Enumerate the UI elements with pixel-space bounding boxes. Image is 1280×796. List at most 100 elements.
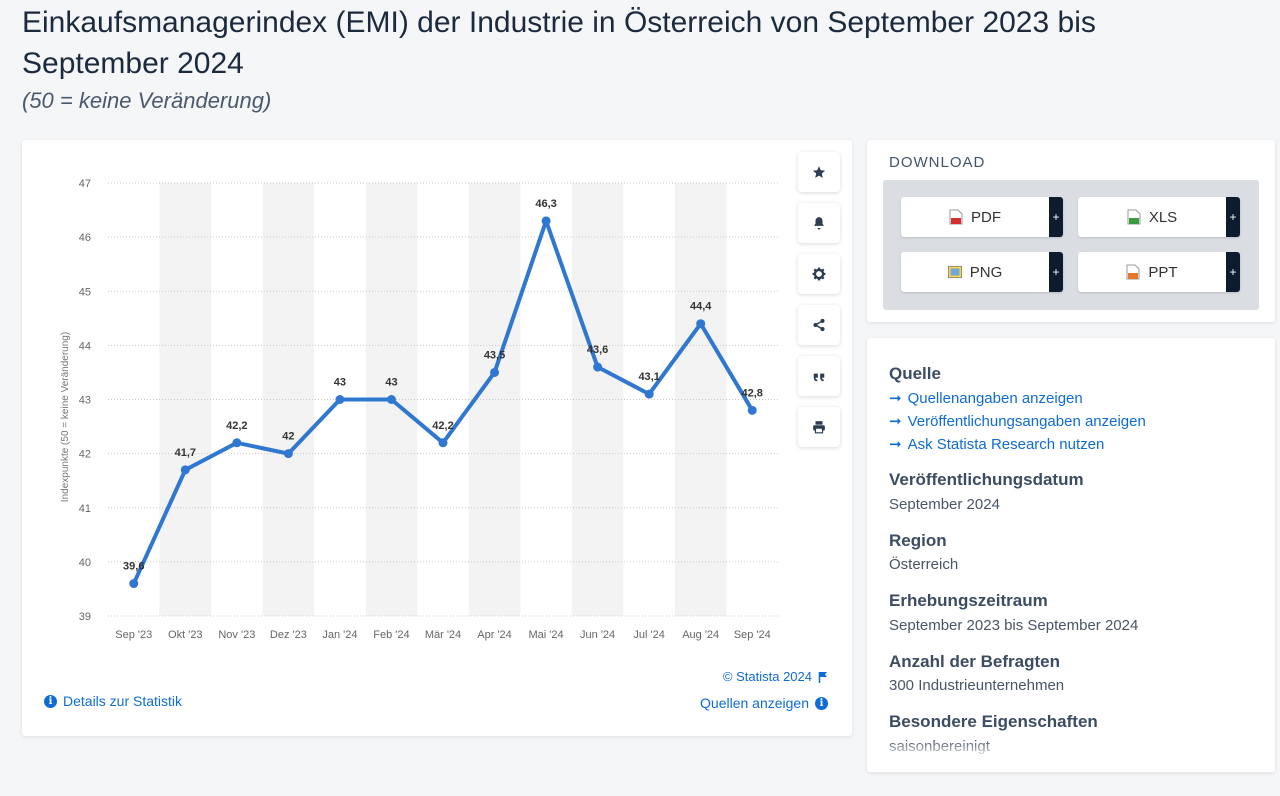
download-png-label: PNG: [969, 263, 1003, 281]
xls-file-icon: [1127, 209, 1141, 225]
download-pdf-main: PDF: [901, 197, 1049, 237]
y-tick-label: 39: [79, 611, 91, 623]
source-link-publication[interactable]: ➞ Veröffentlichungsangaben anzeigen: [889, 412, 1146, 431]
x-tick-label: Jun '24: [580, 629, 615, 641]
x-tick-label: Okt '23: [168, 629, 203, 641]
data-point[interactable]: [541, 216, 551, 226]
x-tick-label: Aug '24: [682, 629, 719, 641]
y-tick-label: 46: [79, 232, 91, 244]
source-link-label: Ask Statista Research nutzen: [907, 435, 1105, 453]
x-tick-label: Dez '23: [270, 629, 307, 641]
download-area: PDF + XLS + PNG + PPT +: [883, 180, 1259, 310]
data-label: 46,3: [535, 198, 556, 210]
download-title: DOWNLOAD: [889, 154, 986, 171]
x-tick-label: Sep '24: [734, 629, 771, 641]
respondents-value: 300 Industrieunternehmen: [889, 677, 1065, 694]
data-point[interactable]: [232, 438, 242, 448]
download-pdf-plus[interactable]: +: [1049, 197, 1063, 237]
info-icon: i: [815, 696, 828, 710]
data-label: 43,6: [587, 344, 608, 356]
x-tick-label: Mär '24: [425, 629, 461, 641]
line-chart: 39 40 41 42 43 44 45 46 47 Sep '23 Okt '23 Nov '23…: [60, 178, 778, 641]
data-label: 41,7: [175, 447, 196, 459]
gear-icon: [812, 267, 826, 281]
y-tick-label: 44: [79, 340, 91, 352]
y-tick-label: 40: [79, 557, 91, 569]
source-link-label: Quellenangaben anzeigen: [907, 389, 1083, 407]
settings-button[interactable]: [798, 254, 840, 294]
download-pdf-label: PDF: [971, 208, 1001, 226]
share-button[interactable]: [798, 305, 840, 345]
flag-icon: [818, 671, 827, 683]
period-heading: Erhebungszeitraum: [889, 591, 1048, 610]
x-tick-label: Jan '24: [322, 629, 357, 641]
download-png-button[interactable]: PNG +: [901, 252, 1063, 292]
category-band: [674, 183, 727, 616]
data-label: 43: [385, 377, 397, 389]
special-heading: Besondere Eigenschaften: [889, 712, 1098, 731]
download-xls-button[interactable]: XLS +: [1078, 197, 1240, 237]
sources-link[interactable]: Quellen anzeigen i: [700, 695, 828, 711]
image-file-icon: [947, 265, 962, 279]
pub-date-value: September 2024: [889, 496, 1000, 513]
download-xls-main: XLS: [1078, 197, 1226, 237]
source-link-citation[interactable]: ➞ Quellenangaben anzeigen: [889, 389, 1083, 408]
arrow-right-icon: ➞: [889, 413, 902, 430]
period-value: September 2023 bis September 2024: [889, 617, 1139, 634]
download-ppt-plus[interactable]: +: [1226, 252, 1240, 292]
category-band: [159, 183, 212, 616]
download-pdf-button[interactable]: PDF +: [901, 197, 1063, 237]
download-ppt-button[interactable]: PPT +: [1078, 252, 1240, 292]
sources-label: Quellen anzeigen: [700, 695, 809, 711]
print-button[interactable]: [798, 407, 840, 447]
download-xls-plus[interactable]: +: [1226, 197, 1240, 237]
arrow-right-icon: ➞: [889, 436, 902, 453]
data-point[interactable]: [386, 395, 396, 404]
download-png-main: PNG: [901, 252, 1049, 292]
source-link-label: Veröffentlichungsangaben anzeigen: [907, 412, 1146, 430]
download-ppt-label: PPT: [1148, 263, 1178, 281]
data-point[interactable]: [438, 438, 448, 448]
notification-button[interactable]: [798, 203, 840, 243]
source-link-research[interactable]: ➞ Ask Statista Research nutzen: [889, 435, 1105, 454]
download-xls-label: XLS: [1148, 208, 1178, 226]
data-point[interactable]: [644, 389, 654, 399]
x-tick-label: Apr '24: [477, 629, 512, 641]
y-tick-label: 41: [79, 503, 91, 515]
series-line: [131, 218, 755, 586]
page-title: Einkaufsmanagerindex (EMI) der Industrie…: [22, 6, 1096, 80]
region-value: Österreich: [889, 556, 959, 573]
data-point[interactable]: [335, 395, 345, 404]
data-label: 42,8: [742, 387, 763, 399]
chart-toolbar: [798, 152, 840, 458]
data-point[interactable]: [180, 465, 190, 475]
x-tick-label: Nov '23: [218, 629, 255, 641]
arrow-right-icon: ➞: [889, 390, 902, 407]
cite-button[interactable]: [798, 356, 840, 396]
data-label: 43,5: [484, 349, 505, 361]
data-point[interactable]: [490, 367, 500, 377]
info-card: Quelle ➞ Quellenangaben anzeigen ➞ Veröf…: [867, 338, 1275, 772]
download-card: DOWNLOAD PDF + XLS + PNG +: [867, 140, 1275, 322]
copyright-label: © Statista 2024: [722, 669, 812, 684]
favorite-button[interactable]: [798, 152, 840, 192]
quote-icon: [813, 373, 825, 382]
region-heading: Region: [889, 531, 947, 550]
data-point[interactable]: [747, 405, 757, 415]
fade-overlay: [867, 740, 1275, 772]
details-link[interactable]: i Details zur Statistik: [44, 693, 182, 709]
x-tick-label: Jul '24: [633, 629, 664, 641]
chart-card: 39 40 41 42 43 44 45 46 47 Sep '23 Okt '23 Nov '23…: [22, 140, 852, 736]
x-tick-label: Feb '24: [373, 629, 409, 641]
copyright-link[interactable]: © Statista 2024: [723, 669, 828, 684]
data-point[interactable]: [129, 579, 139, 589]
pub-date-heading: Veröffentlichungsdatum: [889, 470, 1084, 489]
y-tick-label: 42: [79, 449, 91, 461]
data-label: 42,2: [226, 420, 247, 432]
data-point[interactable]: [283, 449, 293, 459]
data-point[interactable]: [696, 319, 706, 329]
data-point[interactable]: [593, 362, 603, 372]
x-tick-label: Sep '23: [115, 629, 152, 641]
download-png-plus[interactable]: +: [1049, 252, 1063, 292]
share-icon: [813, 318, 825, 332]
